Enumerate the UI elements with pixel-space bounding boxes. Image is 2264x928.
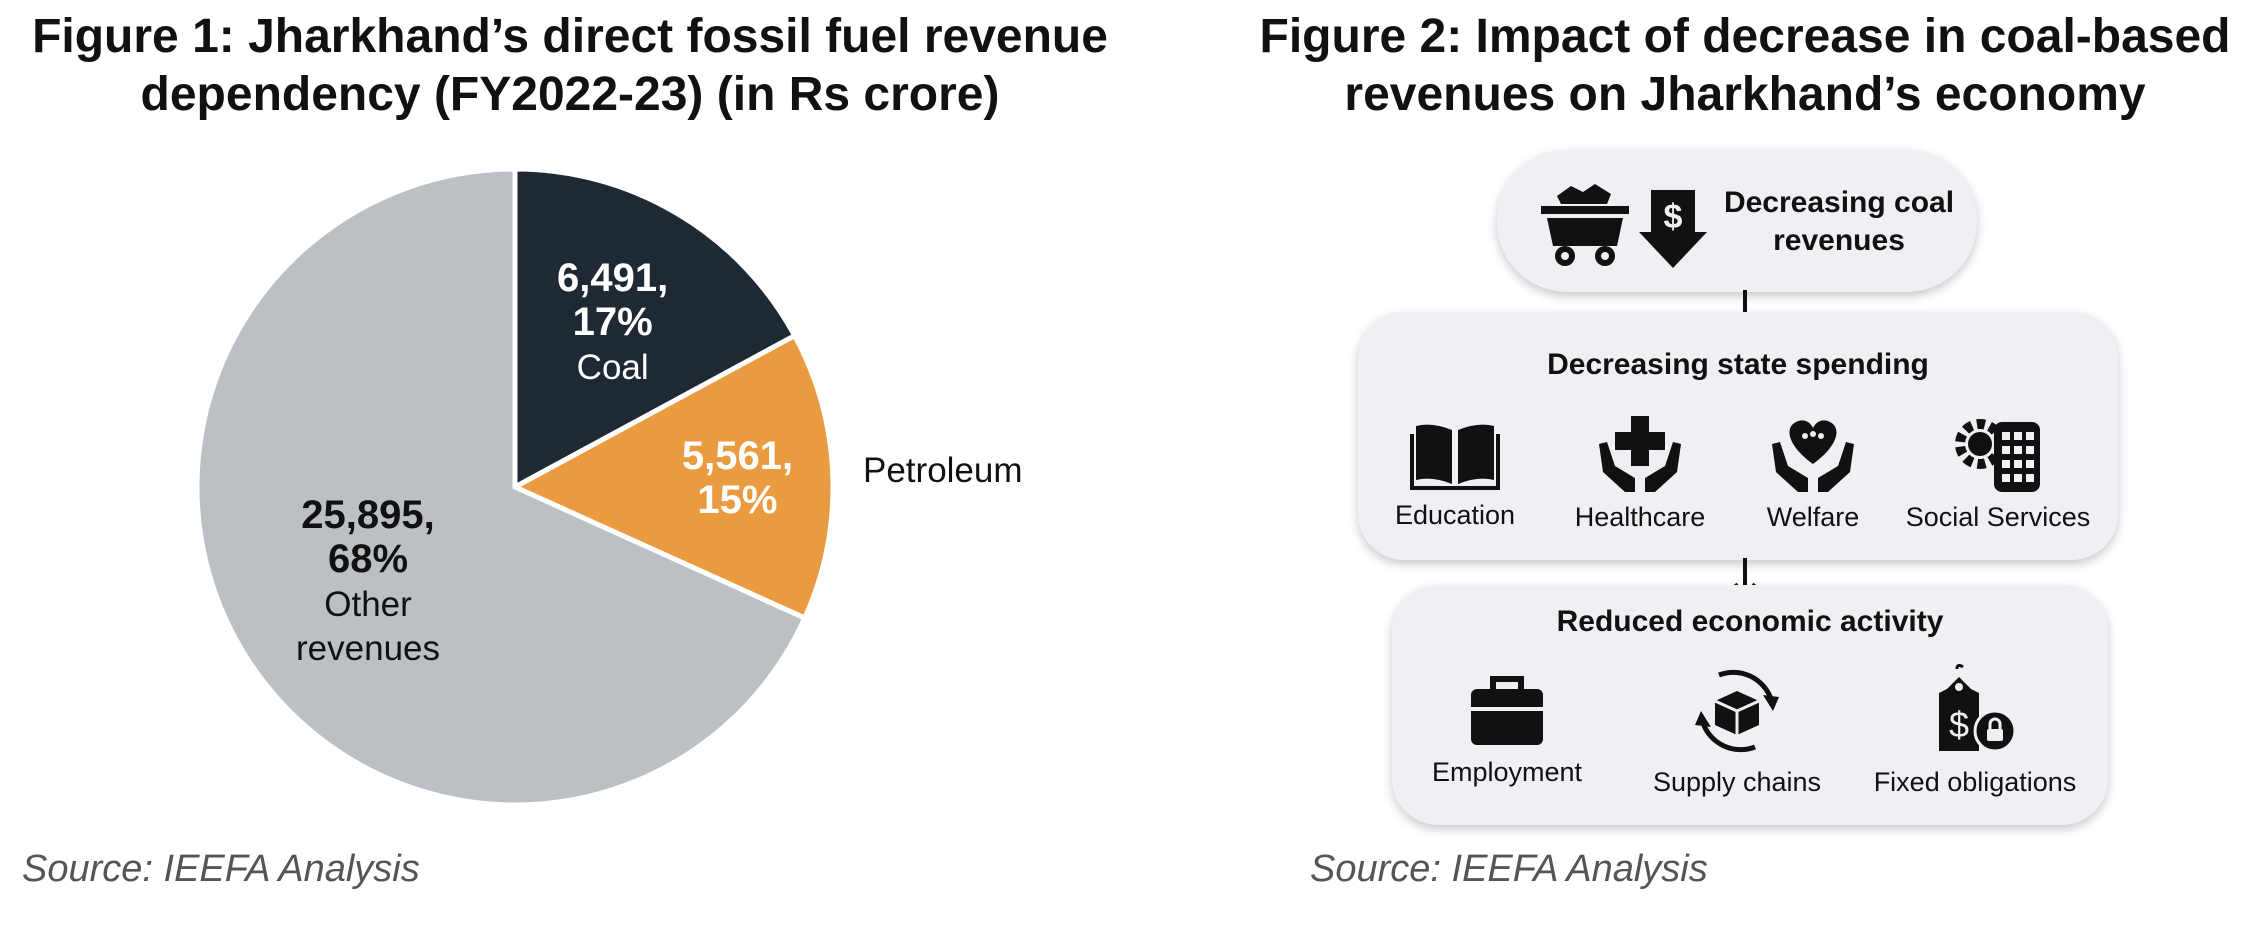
fixed-obligations-label: Fixed obligations <box>1873 767 2077 797</box>
figure1-title-line2: dependency (FY2022-23) (in Rs crore) <box>140 68 1000 121</box>
pie-label-other-revenues-1: 25,895, <box>301 493 434 537</box>
social-services-label: Social Services <box>1905 502 2091 532</box>
pie-label-other-revenues-4: revenues <box>296 629 440 668</box>
employment-label: Employment <box>1431 757 1583 787</box>
welfare-item: Welfare <box>1743 414 1883 533</box>
welfare-label: Welfare <box>1766 502 1860 532</box>
healthcare-label: Healthcare <box>1574 502 1706 532</box>
svg-text:$: $ <box>1664 198 1683 236</box>
coal-box-label: Decreasing coal revenues <box>1711 184 1967 260</box>
coal-revenue-box: $ Decreasing coal revenues <box>1497 150 1977 292</box>
book-icon <box>1410 424 1500 490</box>
pie-slice-petroleum <box>509 332 836 622</box>
economic-activity-title: Reduced economic activity <box>1556 605 1944 638</box>
pie-slices <box>194 166 836 808</box>
figure2-title-line1: Figure 2: Impact of decrease in coal-bas… <box>1259 10 2231 63</box>
medical-cross-hands-icon <box>1599 416 1681 492</box>
education-label: Education <box>1394 500 1516 530</box>
svg-text:$: $ <box>1949 704 1969 745</box>
supply-chains-item: Supply chains <box>1642 663 1832 798</box>
coal-box-label-line1: Decreasing coal <box>1723 186 1955 219</box>
dollar-down-arrow-icon: $ <box>1639 190 1707 268</box>
social-services-item: Social Services <box>1888 412 2108 533</box>
pie-label-coal-1: 6,491, <box>557 256 668 300</box>
gear-building-icon <box>1955 419 2040 492</box>
state-spending-title: Decreasing state spending <box>1547 348 1929 381</box>
fixed-obligations-item: $ Fixed obligations <box>1860 663 2090 798</box>
heart-hands-icon <box>1772 420 1854 492</box>
state-spending-box: Decreasing state spending Education Heal… <box>1358 312 2118 560</box>
pie-label-petroleum-1: 5,561, <box>682 434 793 478</box>
employment-item: Employment <box>1422 673 1592 788</box>
figure1-title-line1: Figure 1: Jharkhand’s direct fossil fuel… <box>32 10 1108 63</box>
coal-box-label-line2: revenues <box>1773 224 1905 257</box>
figure2-title: Figure 2: Impact of decrease in coal-bas… <box>1240 8 2250 124</box>
pie-chart: 6,491,17% Coal 5,561,15% Petroleum 25,895,68… <box>194 166 1023 808</box>
price-tag-lock-icon: $ <box>1939 663 2017 753</box>
pie-label-other-revenues-3: Other <box>324 585 412 624</box>
briefcase-icon <box>1471 676 1543 745</box>
figure2-title-line2: revenues on Jharkhand’s economy <box>1344 68 2146 121</box>
pie-slice-coal <box>512 166 799 492</box>
pie-slice-other-revenues <box>194 166 809 808</box>
box-cycle-icon <box>1695 669 1779 753</box>
coal-cart-icon <box>1541 184 1629 266</box>
pie-labels: 6,491,17% Coal 5,561,15% Petroleum 25,895,68… <box>296 256 1022 668</box>
education-item: Education <box>1380 420 1530 531</box>
figure1-source: Source: IEEFA Analysis <box>22 848 420 890</box>
figure2-source: Source: IEEFA Analysis <box>1310 848 1708 890</box>
economic-activity-box: Reduced economic activity Employment Sup… <box>1392 585 2108 825</box>
supply-chains-label: Supply chains <box>1652 767 1822 797</box>
healthcare-item: Healthcare <box>1550 414 1730 533</box>
pie-label-petroleum-2: 15% <box>697 478 777 522</box>
pie-label-coal-3: Coal <box>577 348 649 387</box>
figure1-title: Figure 1: Jharkhand’s direct fossil fuel… <box>20 8 1120 124</box>
pie-label-other-revenues-2: 68% <box>328 537 408 581</box>
pie-label-coal-2: 17% <box>573 300 653 344</box>
pie-label-petroleum-name: Petroleum <box>863 451 1023 490</box>
